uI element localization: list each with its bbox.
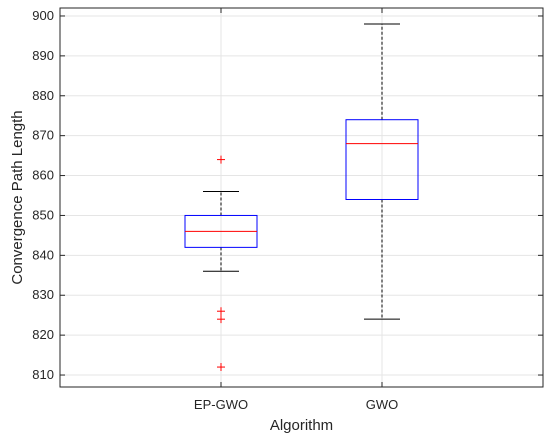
y-tick-label: 890 [32, 48, 54, 63]
x-tick-label: EP-GWO [194, 397, 248, 412]
x-axis-ticks: EP-GWO GWO [194, 8, 398, 412]
y-tick-label: 810 [32, 367, 54, 382]
outlier-marker [217, 363, 225, 372]
y-tick-label: 870 [32, 128, 54, 143]
plot-frame [59, 7, 544, 388]
box [345, 119, 419, 200]
y-axis-label: Convergence Path Length [9, 110, 26, 284]
box-group [184, 155, 258, 372]
x-tick-label: GWO [366, 397, 399, 412]
box-plot-series [184, 23, 419, 372]
y-axis-ticks: 810 820 830 840 850 860 870 880 890 900 [32, 8, 543, 382]
outlier-marker [217, 315, 225, 324]
outlier-marker [217, 155, 225, 164]
y-tick-label: 820 [32, 327, 54, 342]
grid [60, 8, 543, 387]
x-axis-label: Algorithm [270, 417, 333, 434]
y-tick-label: 900 [32, 8, 54, 23]
y-tick-label: 850 [32, 207, 54, 222]
y-tick-label: 860 [32, 168, 54, 183]
box-group [345, 23, 419, 320]
y-tick-label: 840 [32, 247, 54, 262]
y-tick-label: 880 [32, 88, 54, 103]
y-tick-label: 830 [32, 287, 54, 302]
outlier-marker [217, 307, 225, 316]
